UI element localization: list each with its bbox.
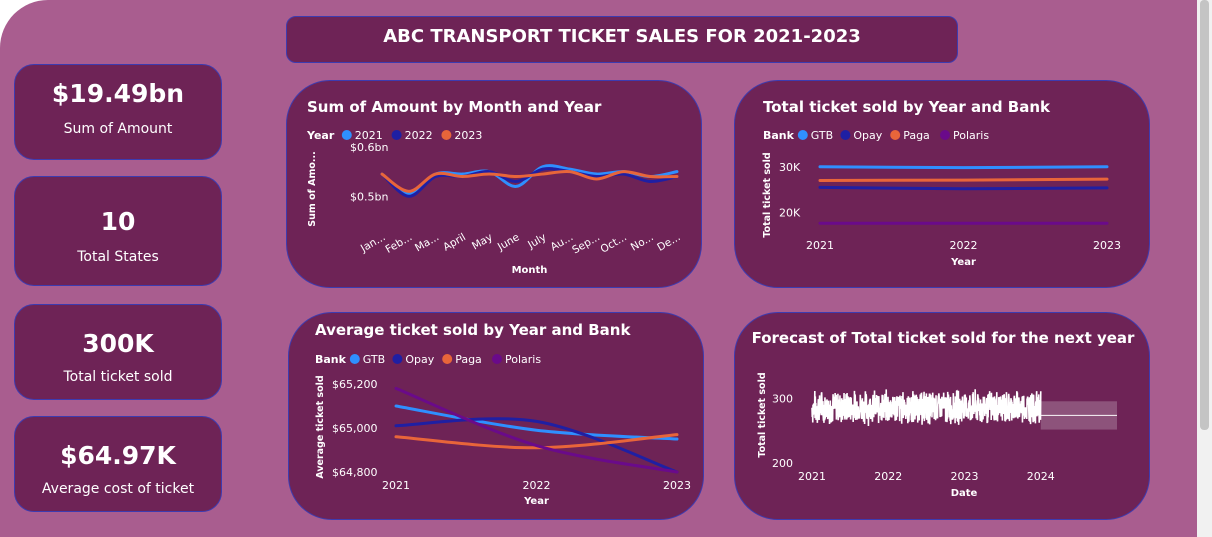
- legend-marker: [349, 354, 360, 364]
- legend-marker: [940, 130, 950, 140]
- x-tick-label: May: [470, 231, 495, 252]
- x-tick-label: Jan...: [358, 231, 388, 255]
- actual-series-line: [811, 389, 1042, 427]
- x-tick-label: 2023: [951, 470, 979, 483]
- y-tick-label: $65,000: [332, 422, 378, 435]
- chart-title: Total ticket sold by Year and Bank: [763, 98, 1051, 116]
- kpi-label: Total States: [77, 249, 159, 265]
- x-tick-label: April: [441, 231, 468, 253]
- series-line-polaris: [394, 386, 679, 474]
- legend-title: Bank: [315, 353, 347, 366]
- chart-panel-forecast[interactable]: Forecast of Total ticket sold for the ne…: [734, 312, 1150, 520]
- legend-label: GTB: [811, 129, 833, 142]
- x-tick-label: 2022: [950, 239, 978, 252]
- average-line-chart: Average ticket sold by Year and Bank Bank…: [315, 321, 691, 507]
- x-axis-label: Year: [523, 496, 549, 507]
- y-tick-label: 300: [772, 393, 793, 406]
- kpi-value: 10: [100, 207, 136, 236]
- legend-marker: [890, 130, 901, 140]
- x-tick-label: Ma...: [413, 231, 441, 254]
- kpi-label: Average cost of ticket: [41, 481, 195, 497]
- kpi-card-amount[interactable]: $19.49bn Sum of Amount: [14, 64, 222, 160]
- x-tick-label: Au...: [549, 231, 576, 253]
- legend-marker: [391, 130, 402, 140]
- legend-marker: [797, 130, 808, 140]
- legend-label: GTB: [363, 353, 385, 366]
- kpi-label: Total ticket sold: [63, 369, 173, 385]
- y-tick-label: 20K: [779, 207, 801, 220]
- legend-marker: [392, 354, 403, 364]
- series-line-paga: [818, 177, 1109, 183]
- y-tick-label: $64,800: [332, 466, 378, 479]
- y-tick-label: 200: [772, 457, 793, 470]
- x-tick-label: No...: [629, 231, 656, 253]
- x-tick-label: June: [495, 231, 522, 253]
- legend-marker: [492, 354, 502, 364]
- x-tick-label: 2022: [523, 479, 551, 492]
- kpi-label: Sum of Amount: [63, 121, 173, 137]
- title-banner: ABC TRANSPORT TICKET SALES FOR 2021-2023: [286, 16, 958, 63]
- legend-label: 2021: [355, 129, 383, 142]
- series-line-gtb: [818, 165, 1109, 170]
- legend-label: Opay: [853, 129, 882, 142]
- series-line-2023: [380, 169, 679, 193]
- x-tick-label: July: [525, 231, 548, 251]
- x-axis-label: Year: [950, 257, 976, 268]
- x-axis-label: Month: [512, 265, 548, 276]
- legend-marker: [341, 130, 352, 140]
- legend-marker: [840, 130, 851, 140]
- chart-panel-total[interactable]: Total ticket sold by Year and Bank Bank GT…: [734, 80, 1150, 288]
- x-tick-label: 2024: [1027, 470, 1055, 483]
- series-line-opay: [394, 417, 679, 474]
- y-axis-label: Total ticket sold: [757, 372, 768, 457]
- x-tick-label: 2023: [1093, 239, 1121, 252]
- y-tick-label: $0.5bn: [350, 190, 388, 203]
- chart-panel-average[interactable]: Average ticket sold by Year and Bank Bank…: [288, 312, 704, 520]
- x-tick-label: 2023: [663, 479, 691, 492]
- series-line-opay: [818, 185, 1109, 191]
- legend-marker: [441, 130, 452, 140]
- dashboard-title: ABC TRANSPORT TICKET SALES FOR 2021-2023: [383, 26, 861, 47]
- chart-panel-amount[interactable]: Sum of Amount by Month and Year Year 2021 2…: [286, 80, 702, 288]
- kpi-card-states[interactable]: 10 Total States: [14, 176, 222, 286]
- legend-title: Bank: [763, 129, 795, 142]
- x-tick-label: Feb...: [384, 231, 415, 256]
- x-axis-label: Date: [951, 488, 978, 499]
- x-tick-label: Oct...: [598, 231, 628, 255]
- kpi-value: $64.97K: [60, 441, 176, 470]
- x-tick-label: 2021: [806, 239, 834, 252]
- amount-line-chart: Sum of Amount by Month and Year Year 2021 2…: [306, 98, 683, 276]
- y-axis-label: Sum of Amo...: [307, 151, 318, 226]
- x-tick-label: De...: [655, 231, 682, 254]
- x-tick-label: 2021: [798, 470, 826, 483]
- total-line-chart: Total ticket sold by Year and Bank Bank GT…: [762, 98, 1121, 268]
- kpi-card-tickets[interactable]: 300K Total ticket sold: [14, 304, 222, 400]
- chart-title: Sum of Amount by Month and Year: [307, 98, 602, 116]
- y-tick-label: $0.6bn: [350, 141, 388, 154]
- chart-title: Forecast of Total ticket sold for the ne…: [752, 329, 1135, 347]
- chart-title: Average ticket sold by Year and Bank: [315, 321, 631, 339]
- legend-label: 2023: [454, 129, 482, 142]
- legend-label: Polaris: [953, 129, 989, 142]
- legend-label: Polaris: [505, 353, 541, 366]
- y-tick-label: 30K: [779, 161, 801, 174]
- kpi-value: $19.49bn: [51, 79, 185, 108]
- legend-label: 2022: [405, 129, 433, 142]
- forecast-line-chart: Forecast of Total ticket sold for the ne…: [752, 329, 1135, 499]
- scrollbar-thumb[interactable]: [1200, 0, 1209, 430]
- x-tick-label: 2021: [382, 479, 410, 492]
- legend-marker: [442, 354, 453, 364]
- y-tick-label: $65,200: [332, 378, 378, 391]
- kpi-value: 300K: [82, 329, 154, 358]
- x-tick-label: Sep...: [570, 231, 602, 256]
- legend-label: Opay: [405, 353, 434, 366]
- x-tick-label: 2022: [874, 470, 902, 483]
- series-line-paga: [394, 433, 679, 450]
- legend-label: Paga: [455, 353, 482, 366]
- legend-title: Year: [306, 129, 335, 142]
- y-axis-label: Total ticket sold: [762, 152, 773, 237]
- kpi-card-avg-cost[interactable]: $64.97K Average cost of ticket: [14, 416, 222, 512]
- legend-label: Paga: [903, 129, 930, 142]
- y-axis-label: Average ticket sold: [315, 375, 326, 478]
